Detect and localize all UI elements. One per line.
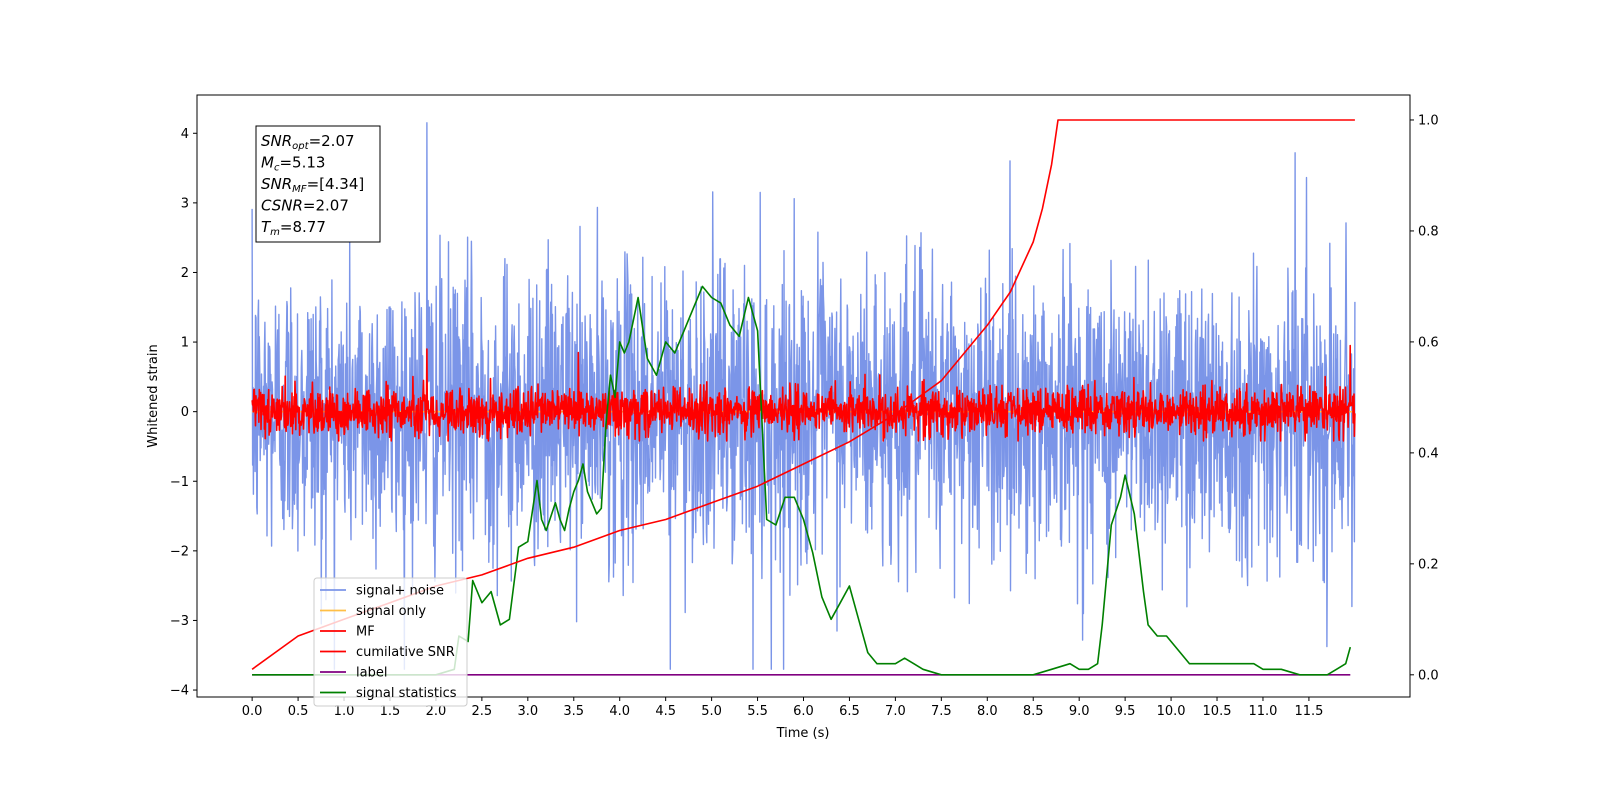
annotation-line: SNRopt=2.07 — [261, 132, 355, 152]
y-left-tick-label: 1 — [181, 336, 189, 351]
y-axis-right: 1.0 0.8 0.6 0.4 0.2 0.0 — [1410, 113, 1439, 683]
annotation-line: Mc=5.13 — [261, 154, 325, 174]
x-tick-label: 11.5 — [1294, 704, 1323, 719]
x-tick-label: 1.5 — [380, 704, 401, 719]
legend-label: signal statistics — [356, 686, 457, 701]
series-line-signal-noise — [251, 122, 1356, 670]
x-tick-label: 5.5 — [747, 704, 768, 719]
y-left-tick-label: 4 — [181, 127, 189, 142]
x-tick-label: 4.0 — [609, 704, 630, 719]
y-left-tick-label: 0 — [181, 405, 189, 420]
x-tick-label: 2.0 — [426, 704, 447, 719]
x-tick-label: 0.0 — [242, 704, 263, 719]
legend-label: label — [356, 666, 387, 681]
legend-label: cumilative SNR — [356, 645, 455, 660]
x-tick-label: 6.0 — [793, 704, 814, 719]
x-tick-label: 10.0 — [1157, 704, 1186, 719]
x-tick-label: 1.0 — [334, 704, 355, 719]
x-tick-label: 11.0 — [1248, 704, 1277, 719]
legend-label: signal only — [356, 604, 426, 619]
x-tick-label: 9.5 — [1115, 704, 1136, 719]
x-tick-label: 8.5 — [1023, 704, 1044, 719]
x-tick-label: 0.5 — [288, 704, 309, 719]
x-tick-label: 9.0 — [1069, 704, 1090, 719]
y-right-tick-label: 0.6 — [1418, 335, 1439, 350]
y-right-tick-label: 0.4 — [1418, 446, 1439, 461]
x-tick-label: 3.0 — [517, 704, 538, 719]
x-tick-label: 7.5 — [931, 704, 952, 719]
x-tick-label: 8.0 — [977, 704, 998, 719]
legend-frame — [313, 577, 468, 707]
y-left-tick-label: 3 — [181, 196, 189, 211]
y-left-tick-label: −2 — [170, 544, 189, 559]
y-right-tick-label: 0.8 — [1418, 224, 1439, 239]
x-tick-label: 6.5 — [839, 704, 860, 719]
y-left-tick-label: −3 — [170, 614, 189, 629]
legend-label: MF — [356, 625, 375, 640]
x-tick-label: 5.0 — [701, 704, 722, 719]
legend: signal+ noise signal only MF cumilative SNR… — [313, 577, 468, 707]
x-axis: 0.0 0.5 1.0 1.5 2.0 2.5 3.0 3.5 4.0 4.5 5.0 5.5 6.0 6… — [242, 697, 1323, 719]
series-line-mf — [251, 344, 1356, 442]
y-right-tick-label: 1.0 — [1418, 113, 1439, 128]
x-tick-label: 10.5 — [1203, 704, 1232, 719]
x-tick-label: 2.5 — [472, 704, 493, 719]
series-line-signal-statistics — [252, 285, 1352, 676]
annotation-line: SNRMF=[4.34] — [261, 175, 364, 195]
y-left-tick-label: −4 — [170, 684, 189, 699]
y-right-tick-label: 0.2 — [1418, 557, 1439, 572]
y-left-tick-label: 2 — [181, 266, 189, 281]
y-right-tick-label: 0.0 — [1418, 668, 1439, 683]
annotation-line: Tm=8.77 — [261, 218, 326, 238]
x-tick-label: 3.5 — [563, 704, 584, 719]
annotation-frame — [255, 125, 381, 243]
x-tick-label: 4.5 — [655, 704, 676, 719]
y-axis-title: Whitened strain — [146, 344, 161, 447]
x-tick-label: 7.0 — [885, 704, 906, 719]
legend-label: signal+ noise — [356, 584, 444, 599]
y-axis-left: 4 3 2 1 0 −1 −2 −3 −4 — [170, 127, 197, 699]
annotation-line: CSNR=2.07 — [261, 197, 349, 215]
x-axis-title: Time (s) — [776, 726, 830, 741]
y-left-tick-label: −1 — [170, 475, 189, 490]
